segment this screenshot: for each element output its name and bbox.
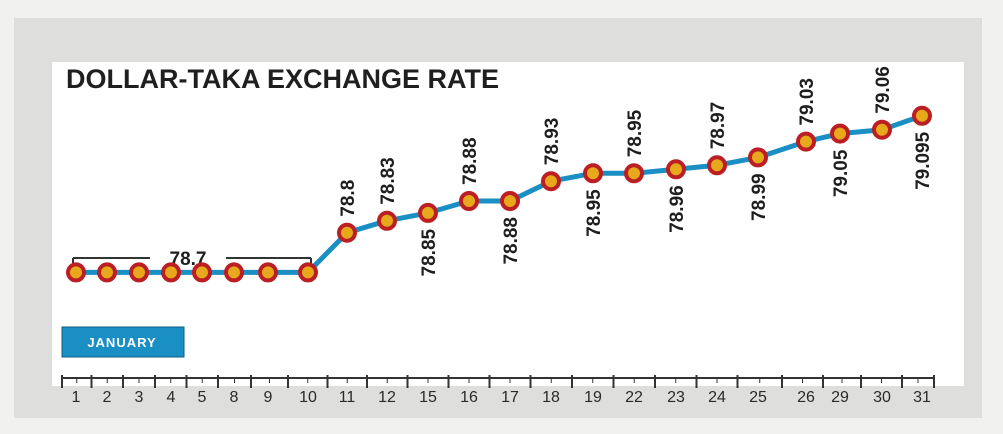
data-point: [129, 262, 149, 283]
period-badge: JANUARY: [61, 326, 185, 358]
data-point: [192, 262, 212, 283]
x-tick-label: 12: [378, 389, 396, 406]
x-tick-label: 10: [299, 389, 317, 406]
data-label: 78.88: [460, 137, 481, 185]
data-point: [541, 171, 561, 192]
data-point: [66, 262, 86, 283]
x-tick-label: 23: [667, 389, 685, 406]
x-tick-label: 8: [230, 389, 239, 406]
period-label: JANUARY: [87, 335, 156, 350]
data-point: [872, 119, 892, 140]
data-label: 78.88: [501, 217, 522, 265]
x-tick-label: 16: [460, 389, 478, 406]
chart-inner: [52, 62, 964, 386]
x-tick-label: 11: [339, 389, 356, 406]
data-label: 79.095: [913, 131, 934, 190]
data-label: 79.05: [831, 149, 852, 197]
data-label: 78.95: [584, 189, 605, 237]
period-badge-bg: [61, 326, 185, 358]
data-label: 78.97: [708, 102, 729, 150]
x-tick-label: 5: [198, 389, 207, 406]
data-label: 78.99: [749, 173, 770, 221]
data-point: [459, 191, 479, 211]
data-point: [97, 262, 117, 283]
x-tick-label: 4: [167, 389, 176, 406]
x-tick-label: 15: [419, 389, 437, 406]
x-tick-label: 25: [749, 389, 767, 406]
data-label: 78.93: [542, 118, 563, 166]
data-point: [500, 191, 520, 211]
x-tick-label: 31: [913, 389, 931, 406]
data-point: [224, 262, 244, 283]
x-tick-label: 1: [72, 389, 81, 406]
data-point: [624, 163, 644, 184]
data-point: [796, 131, 816, 152]
data-point: [377, 210, 397, 231]
data-point: [258, 262, 278, 283]
data-point: [830, 123, 850, 144]
data-label: 78.96: [667, 185, 688, 233]
x-tick-label: 29: [831, 389, 849, 406]
data-point: [418, 202, 438, 223]
data-label: 78.95: [625, 109, 646, 157]
data-label: 78.83: [378, 157, 399, 205]
x-tick-label: 3: [135, 389, 144, 406]
data-label: 78.85: [419, 228, 440, 276]
x-axis: 1 2 3 4 5 8 9 10 11 12 15 16 17 18 19 22 23 24 25 26 29 30 31: [61, 375, 935, 406]
x-tick-label: 22: [625, 389, 643, 406]
data-point: [298, 262, 318, 283]
plot-area: 78.8 78.83 78.85 78.88 78.88 78.93 78.95 78.95 7…: [66, 66, 934, 283]
x-tick-label: 18: [542, 389, 560, 406]
data-label: 79.06: [873, 66, 894, 114]
x-tick-label: 24: [708, 389, 726, 406]
data-point: [707, 155, 727, 176]
data-point: [912, 105, 932, 126]
x-tick-label: 19: [584, 389, 602, 406]
x-tick-label: 2: [103, 389, 112, 406]
data-label: 79.03: [797, 78, 818, 126]
data-point: [583, 163, 603, 184]
data-point: [666, 159, 686, 180]
x-tick-label: 9: [264, 389, 273, 406]
x-tick-label: 17: [501, 389, 519, 406]
data-point: [337, 222, 357, 243]
data-point: [161, 262, 181, 283]
x-tick-label: 26: [797, 389, 815, 406]
data-label: 78.8: [338, 180, 359, 217]
chart-panel: [14, 18, 982, 418]
data-point: [748, 147, 768, 168]
x-tick-label: 30: [873, 389, 891, 406]
chart-title: DOLLAR-TAKA EXCHANGE RATE: [66, 64, 499, 94]
